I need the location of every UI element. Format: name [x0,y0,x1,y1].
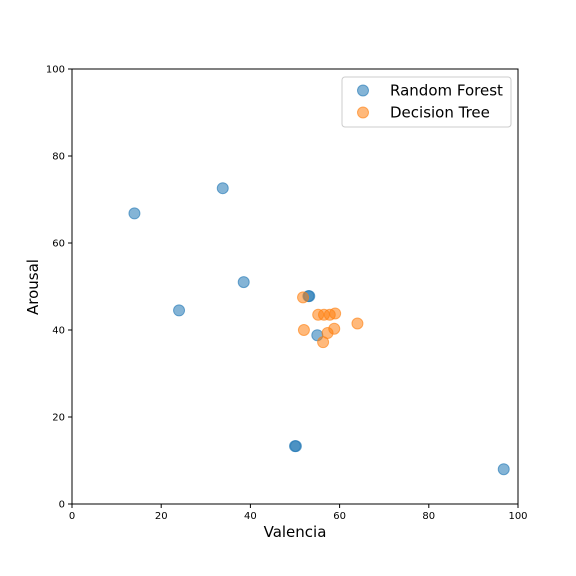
legend: Random Forest Decision Tree [341,76,512,128]
point-decision-tree [297,291,310,304]
y-tick-label: 40 [52,326,65,337]
x-tick-label: 80 [422,511,435,522]
x-tick-label: 40 [244,511,257,522]
point-random-forest [289,440,302,453]
point-random-forest [216,182,229,195]
point-random-forest [497,463,510,476]
point-random-forest [128,207,141,220]
y-tick-label: 100 [46,65,65,76]
x-tick-label: 0 [69,511,75,522]
y-axis: 0 20 40 60 80 100 [46,65,72,511]
legend-label-decision-tree: Decision Tree [390,104,490,122]
x-axis: 0 20 40 60 80 100 [69,504,528,522]
y-tick-label: 80 [52,152,65,163]
x-tick-label: 20 [155,511,168,522]
point-decision-tree [317,336,330,349]
point-random-forest [173,304,186,317]
legend-box [341,76,512,128]
plot-area [71,68,519,505]
x-tick-label: 60 [333,511,346,522]
point-random-forest [237,276,250,289]
y-tick-label: 60 [52,239,65,250]
point-decision-tree [351,317,364,330]
legend-label-random-forest: Random Forest [390,82,503,100]
point-decision-tree [329,307,342,320]
legend-marker-decision-tree [357,106,369,119]
point-decision-tree [328,322,341,335]
y-tick-label: 0 [59,500,65,511]
y-tick-label: 20 [52,413,65,424]
legend-marker-random-forest [357,84,369,97]
point-decision-tree [297,324,310,336]
data-points [128,182,510,476]
x-tick-label: 100 [508,511,527,522]
x-axis-label: Valencia [264,523,327,541]
y-axis-label: Arousal [24,259,42,315]
